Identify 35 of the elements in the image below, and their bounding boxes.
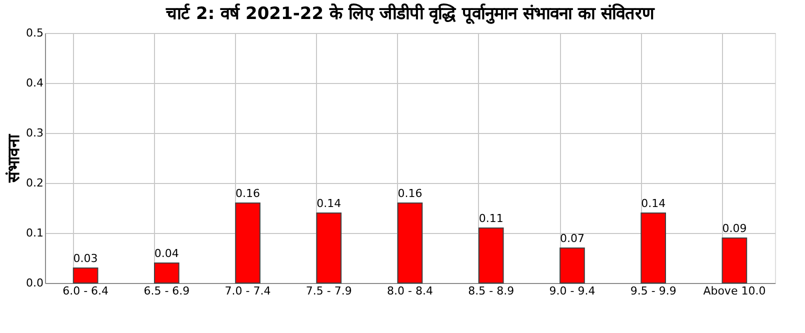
x-tick-label: 6.0 - 6.4 [62, 284, 109, 298]
bar [316, 212, 342, 284]
x-tick-label: 6.5 - 6.9 [144, 284, 190, 298]
x-tick-label: 8.5 - 8.9 [468, 284, 514, 298]
y-axis-title: संभावना [4, 134, 24, 184]
data-label: 0.14 [641, 197, 666, 210]
data-label: 0.16 [236, 187, 260, 200]
x-tick-label: 9.0 - 9.4 [549, 284, 596, 298]
bar [235, 202, 260, 284]
data-label: 0.03 [73, 252, 98, 265]
x-tick-label: 8.0 - 8.4 [387, 284, 433, 298]
data-label: 0.16 [398, 187, 422, 200]
bar [640, 212, 666, 284]
bar [72, 268, 98, 284]
x-tick-label: 7.0 - 7.4 [224, 284, 271, 298]
y-tick-label: 0.3 [26, 126, 44, 140]
data-label: 0.14 [316, 197, 342, 210]
y-tick-label: 0.4 [26, 76, 44, 90]
bar [722, 238, 748, 284]
bar [397, 202, 423, 284]
chart-title: चार्ट 2: वर्ष 2021-22 के लिए जीडीपी वृद्धि पूर्वानुमान संभावना का संवितरण [165, 3, 655, 25]
bar [478, 228, 504, 284]
data-label: 0.11 [478, 212, 504, 225]
bar [560, 248, 585, 284]
data-label: 0.07 [560, 232, 584, 245]
x-tick-label: Above 10.0 [703, 284, 766, 298]
bar [154, 262, 180, 284]
data-label: 0.09 [722, 222, 747, 235]
x-tick-label: 9.5 - 9.9 [630, 284, 676, 298]
y-tick-label: 0.1 [26, 226, 44, 240]
x-tick-label: 7.5 - 7.9 [306, 284, 352, 298]
y-tick-label: 0.5 [26, 26, 44, 40]
y-tick-label: 0.2 [26, 176, 44, 190]
y-tick-label: 0.0 [26, 276, 44, 290]
data-label: 0.04 [154, 247, 179, 260]
